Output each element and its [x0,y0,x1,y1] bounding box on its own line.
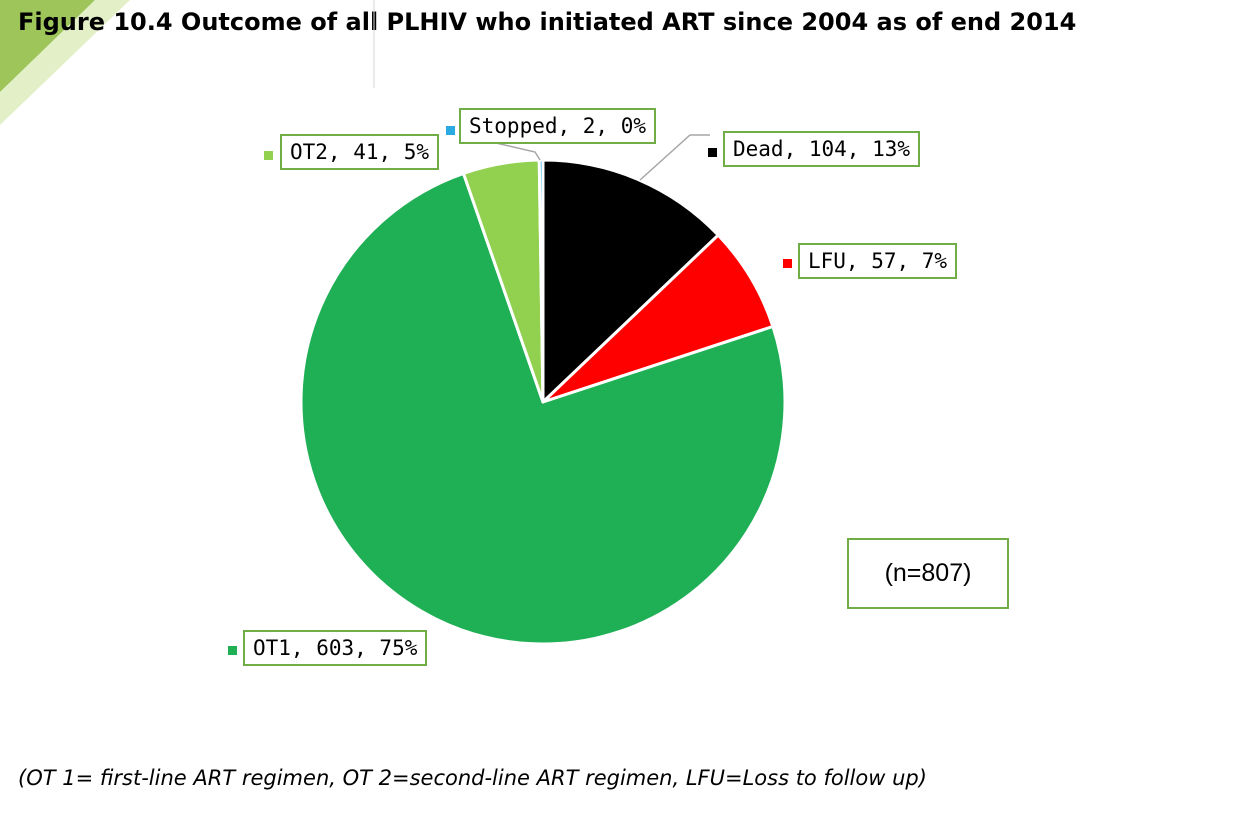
chart-title: Figure 10.4 Outcome of all PLHIV who ini… [18,8,1077,36]
pie-slice-lfu [541,233,775,404]
footnote: (OT 1= first-line ART regimen, OT 2=seco… [18,766,927,790]
data-label-ot2: OT2, 41, 5% [280,134,440,170]
pie-slice-dead [541,158,720,404]
legend-key-ot1 [228,646,237,655]
data-label-stopped: Stopped, 2, 0% [459,108,657,144]
legend-key-dead [708,148,717,157]
sample-size-annotation: (n=807) [847,538,1009,609]
legend-key-stopped [446,126,455,135]
data-label-dead: Dead, 104, 13% [723,131,921,167]
pie-slices [299,158,787,646]
legend-key-ot2 [264,151,273,160]
data-label-lfu: LFU, 57, 7% [798,243,958,279]
data-label-ot1: OT1, 603, 75% [243,630,428,666]
legend-key-lfu [783,259,792,268]
decorative-corner-stripe [0,0,130,125]
leader-line-dead [639,134,710,181]
pie-slice-ot1 [299,171,787,646]
